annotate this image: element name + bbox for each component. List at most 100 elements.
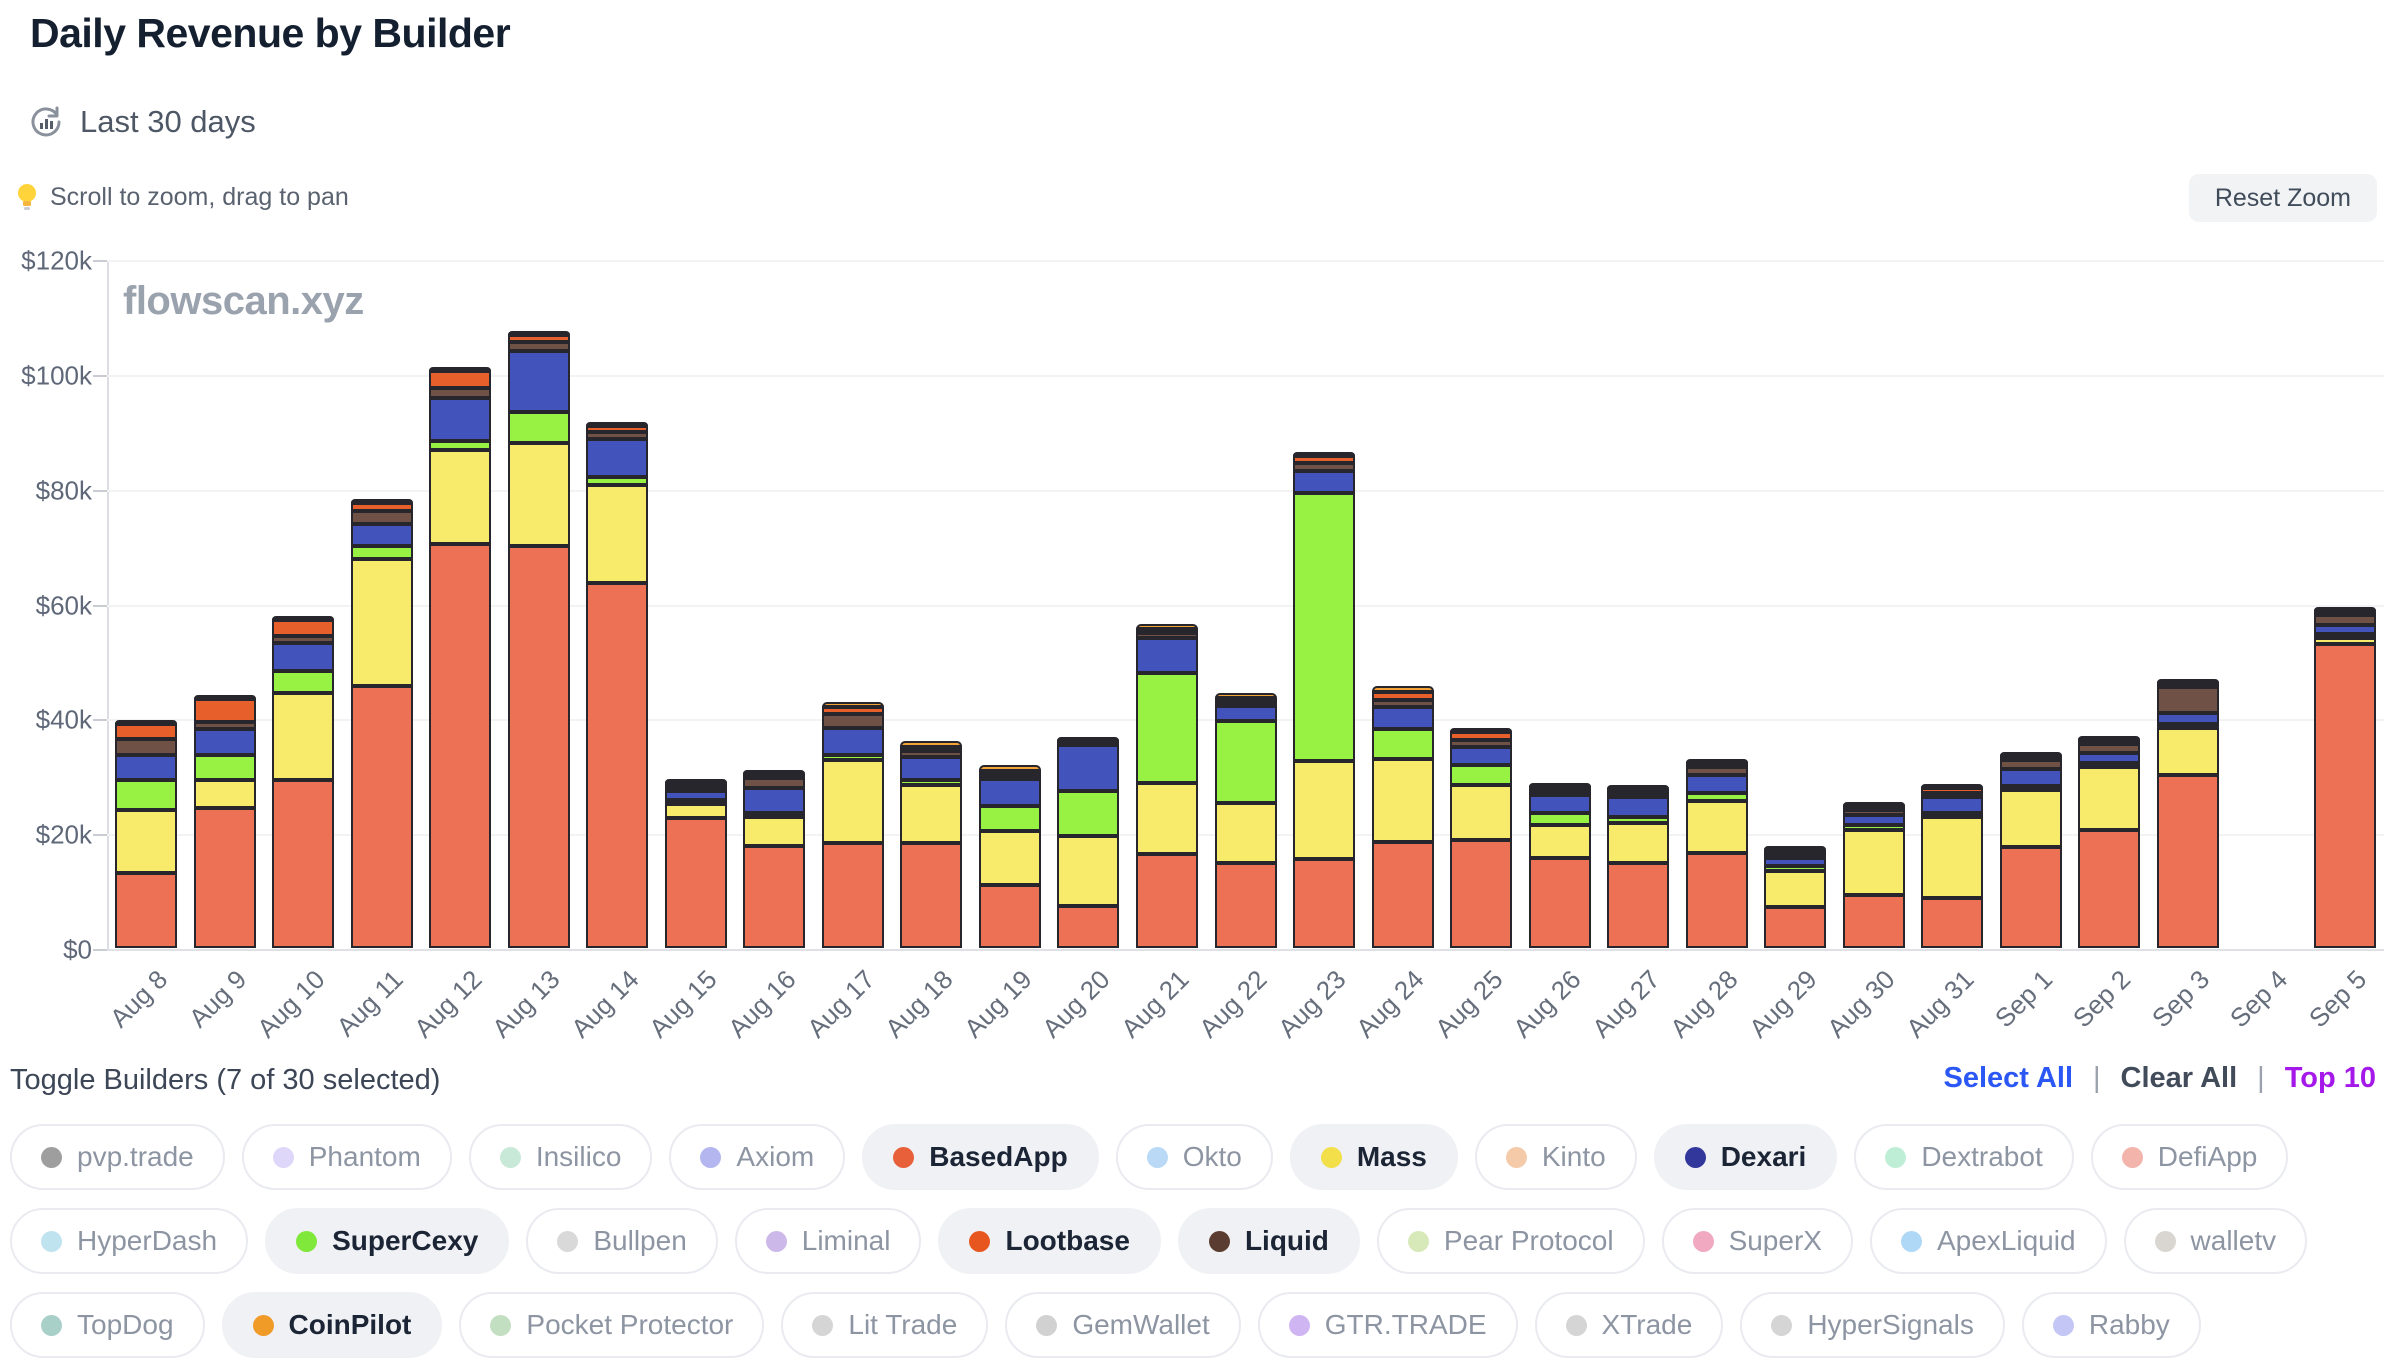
bar-segment-coinpilot[interactable] — [350, 498, 413, 503]
builder-chip-bullpen[interactable]: Bullpen — [526, 1208, 718, 1274]
bar-segment-supercexy[interactable] — [1293, 493, 1356, 761]
builder-chip-insilico[interactable]: Insilico — [468, 1124, 653, 1190]
builder-chip-kinto[interactable]: Kinto — [1474, 1124, 1637, 1190]
bar-segment-dexari[interactable] — [1685, 774, 1748, 793]
bar-segment-dexari[interactable] — [1057, 745, 1120, 792]
bar-segment-liquid[interactable] — [1528, 791, 1591, 796]
bar-segment-lootbase[interactable] — [1842, 805, 1905, 810]
action-clear-all[interactable]: Clear All — [2120, 1062, 2238, 1094]
bar-segment-dexari[interactable] — [193, 729, 256, 755]
bar-segment-lootbase[interactable] — [1921, 788, 1984, 794]
builder-chip-pocket-protector[interactable]: Pocket Protector — [459, 1292, 765, 1358]
bar-aug-25[interactable] — [1450, 728, 1513, 948]
builder-chip-pvp-trade[interactable]: pvp.trade — [10, 1124, 225, 1190]
bar-segment-liquid[interactable] — [507, 341, 570, 352]
bar-segment-mass[interactable] — [1607, 822, 1670, 864]
bar-aug-30[interactable] — [1842, 801, 1905, 948]
bar-segment-mass[interactable] — [821, 759, 884, 843]
bar-aug-18[interactable] — [900, 741, 963, 948]
bar-segment-basedapp[interactable] — [1371, 841, 1434, 948]
bar-segment-basedapp[interactable] — [429, 544, 492, 948]
bar-segment-liquid[interactable] — [2078, 743, 2141, 753]
bar-aug-23[interactable] — [1293, 452, 1356, 948]
bar-segment-supercexy[interactable] — [2078, 763, 2141, 768]
bar-segment-supercexy[interactable] — [1214, 720, 1277, 803]
bar-aug-26[interactable] — [1528, 783, 1591, 948]
bar-segment-mass[interactable] — [1842, 830, 1905, 896]
builder-chip-axiom[interactable]: Axiom — [669, 1124, 846, 1190]
bar-segment-lootbase[interactable] — [1764, 849, 1827, 854]
action-top-10[interactable]: Top 10 — [2284, 1062, 2376, 1094]
bar-segment-mass[interactable] — [2156, 727, 2219, 775]
bar-segment-coinpilot[interactable] — [429, 366, 492, 371]
bar-aug-17[interactable] — [821, 701, 884, 948]
bar-segment-liquid[interactable] — [1685, 767, 1748, 775]
bar-segment-dexari[interactable] — [821, 727, 884, 755]
bar-segment-dexari[interactable] — [1371, 706, 1434, 729]
bar-aug-19[interactable] — [978, 765, 1041, 948]
bar-segment-basedapp[interactable] — [350, 685, 413, 948]
bar-segment-liquid[interactable] — [1607, 793, 1670, 798]
bar-segment-lootbase[interactable] — [1450, 732, 1513, 741]
bar-sep-3[interactable] — [2156, 678, 2219, 948]
bar-segment-liquid[interactable] — [272, 635, 335, 643]
bar-segment-dexari[interactable] — [978, 779, 1041, 806]
bar-aug-20[interactable] — [1057, 737, 1120, 948]
bar-segment-basedapp[interactable] — [1921, 898, 1984, 948]
builder-chip-lit-trade[interactable]: Lit Trade — [781, 1292, 989, 1358]
bar-segment-dexari[interactable] — [350, 524, 413, 546]
bar-segment-lootbase[interactable] — [115, 723, 178, 740]
bar-segment-basedapp[interactable] — [1135, 854, 1198, 948]
bar-segment-coinpilot[interactable] — [1921, 784, 1984, 789]
bar-aug-22[interactable] — [1214, 693, 1277, 948]
bar-segment-mass[interactable] — [115, 810, 178, 874]
bar-segment-liquid[interactable] — [1764, 853, 1827, 858]
bar-segment-dexari[interactable] — [743, 787, 806, 814]
bar-segment-lootbase[interactable] — [272, 619, 335, 636]
bar-segment-liquid[interactable] — [978, 775, 1041, 780]
bar-segment-liquid[interactable] — [1214, 701, 1277, 706]
builder-chip-supercexy[interactable]: SuperCexy — [265, 1208, 510, 1274]
bar-segment-mass[interactable] — [664, 804, 727, 818]
builder-chip-hypersignals[interactable]: HyperSignals — [1740, 1292, 2005, 1358]
bar-segment-liquid[interactable] — [1057, 741, 1120, 746]
bar-segment-liquid[interactable] — [900, 751, 963, 757]
bar-segment-mass[interactable] — [2313, 637, 2376, 644]
bar-segment-basedapp[interactable] — [978, 884, 1041, 948]
bar-segment-mass[interactable] — [1764, 870, 1827, 907]
bar-aug-12[interactable] — [429, 366, 492, 948]
bar-segment-coinpilot[interactable] — [1607, 785, 1670, 790]
bar-segment-supercexy[interactable] — [2156, 723, 2219, 728]
bar-segment-mass[interactable] — [1057, 836, 1120, 907]
bar-segment-liquid[interactable] — [1293, 462, 1356, 472]
bar-aug-13[interactable] — [507, 330, 570, 948]
bar-segment-basedapp[interactable] — [1764, 906, 1827, 948]
bar-segment-coinpilot[interactable] — [1999, 751, 2062, 756]
bar-segment-basedapp[interactable] — [1293, 859, 1356, 948]
bar-segment-mass[interactable] — [1921, 817, 1984, 899]
bar-segment-lootbase[interactable] — [2313, 611, 2376, 616]
bar-segment-coinpilot[interactable] — [1135, 624, 1198, 630]
bar-segment-supercexy[interactable] — [1371, 728, 1434, 759]
bar-segment-coinpilot[interactable] — [1528, 783, 1591, 788]
bar-segment-dexari[interactable] — [272, 642, 335, 671]
builder-chip-defiapp[interactable]: DefiApp — [2090, 1124, 2289, 1190]
bar-segment-lootbase[interactable] — [1214, 697, 1277, 702]
bar-segment-coinpilot[interactable] — [743, 770, 806, 775]
bar-segment-supercexy[interactable] — [2313, 633, 2376, 638]
bar-segment-supercexy[interactable] — [821, 754, 884, 760]
bar-segment-mass[interactable] — [429, 449, 492, 545]
bar-segment-coinpilot[interactable] — [978, 765, 1041, 772]
bar-segment-liquid[interactable] — [743, 778, 806, 788]
bar-segment-dexari[interactable] — [1450, 747, 1513, 765]
bar-segment-dexari[interactable] — [2156, 712, 2219, 724]
builder-chip-okto[interactable]: Okto — [1115, 1124, 1273, 1190]
bar-segment-coinpilot[interactable] — [586, 421, 649, 426]
bar-segment-mass[interactable] — [586, 485, 649, 584]
bar-segment-supercexy[interactable] — [1764, 866, 1827, 871]
bar-segment-supercexy[interactable] — [1135, 673, 1198, 784]
bar-segment-supercexy[interactable] — [1528, 812, 1591, 825]
builder-chip-superx[interactable]: SuperX — [1661, 1208, 1853, 1274]
builder-chip-gtr-trade[interactable]: GTR.TRADE — [1257, 1292, 1518, 1358]
bar-segment-dexari[interactable] — [1135, 637, 1198, 673]
